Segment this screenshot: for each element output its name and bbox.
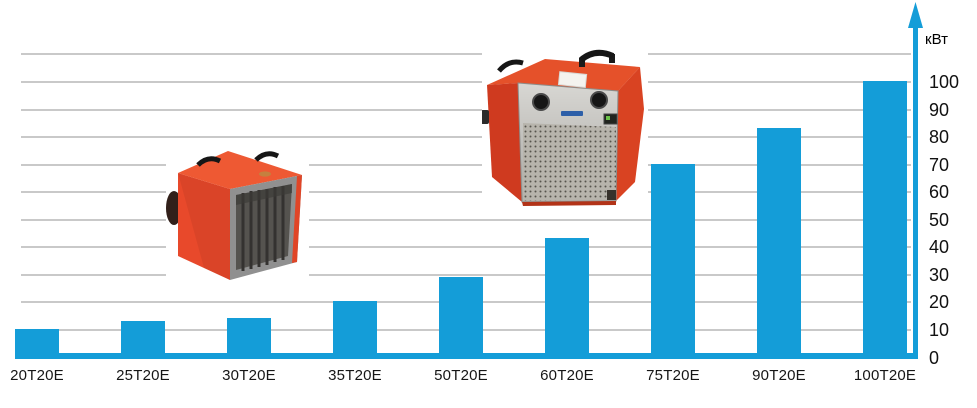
y-axis-arrow bbox=[908, 2, 923, 358]
mesh-grille-icon bbox=[523, 123, 616, 201]
handle-icon bbox=[497, 59, 524, 73]
bar bbox=[333, 301, 377, 357]
label-sticker bbox=[557, 71, 588, 88]
y-tick-label: 80 bbox=[929, 127, 950, 148]
bar bbox=[545, 238, 589, 357]
category-label: 25T20E bbox=[116, 367, 170, 384]
gridline bbox=[21, 246, 911, 249]
bar bbox=[757, 127, 801, 357]
category-label: 50T20E bbox=[434, 367, 488, 384]
bar bbox=[15, 328, 59, 357]
knob-icon bbox=[532, 93, 550, 111]
handle-icon bbox=[254, 151, 280, 162]
y-tick-label: 30 bbox=[929, 264, 950, 285]
brand-mark bbox=[561, 111, 583, 116]
y-tick-label: 20 bbox=[929, 292, 950, 313]
small-heater-photo bbox=[166, 145, 309, 285]
category-label: 20T20E bbox=[10, 367, 64, 384]
category-label: 35T20E bbox=[328, 367, 382, 384]
y-axis-shaft bbox=[913, 24, 918, 358]
gridline bbox=[21, 81, 911, 83]
bar bbox=[863, 81, 907, 357]
bar bbox=[121, 320, 165, 357]
y-tick-label: 70 bbox=[929, 154, 950, 175]
gridline bbox=[21, 163, 911, 166]
gridline bbox=[21, 218, 911, 221]
gridline bbox=[21, 108, 911, 111]
gridline bbox=[21, 191, 911, 194]
x-axis-line bbox=[15, 353, 918, 359]
bar bbox=[227, 317, 271, 357]
y-tick-label: 90 bbox=[929, 99, 950, 120]
category-label: 60T20E bbox=[540, 367, 594, 384]
large-heater-photo bbox=[482, 10, 648, 208]
bar bbox=[651, 163, 695, 357]
arrow-up-icon bbox=[908, 2, 923, 28]
y-tick-label: 10 bbox=[929, 319, 950, 340]
category-label: 30T20E bbox=[222, 367, 276, 384]
gridline bbox=[21, 136, 911, 139]
y-tick-label: 50 bbox=[929, 209, 950, 230]
y-axis-unit-label: кВт bbox=[925, 31, 948, 48]
category-label: 75T20E bbox=[646, 367, 700, 384]
category-label: 90T20E bbox=[752, 367, 806, 384]
top-vent-icon bbox=[259, 171, 271, 177]
bar bbox=[439, 276, 483, 357]
gridline bbox=[21, 53, 911, 56]
handle-icon bbox=[196, 156, 222, 167]
category-label: 100T20E bbox=[853, 367, 917, 384]
y-tick-label: 60 bbox=[929, 182, 950, 203]
knob-icon bbox=[590, 91, 608, 109]
y-tick-label: 100 bbox=[929, 72, 960, 92]
gridline bbox=[21, 273, 911, 276]
y-tick-label: 40 bbox=[929, 237, 950, 258]
y-tick-label: 0 bbox=[929, 347, 940, 368]
handle-icon bbox=[579, 49, 615, 63]
